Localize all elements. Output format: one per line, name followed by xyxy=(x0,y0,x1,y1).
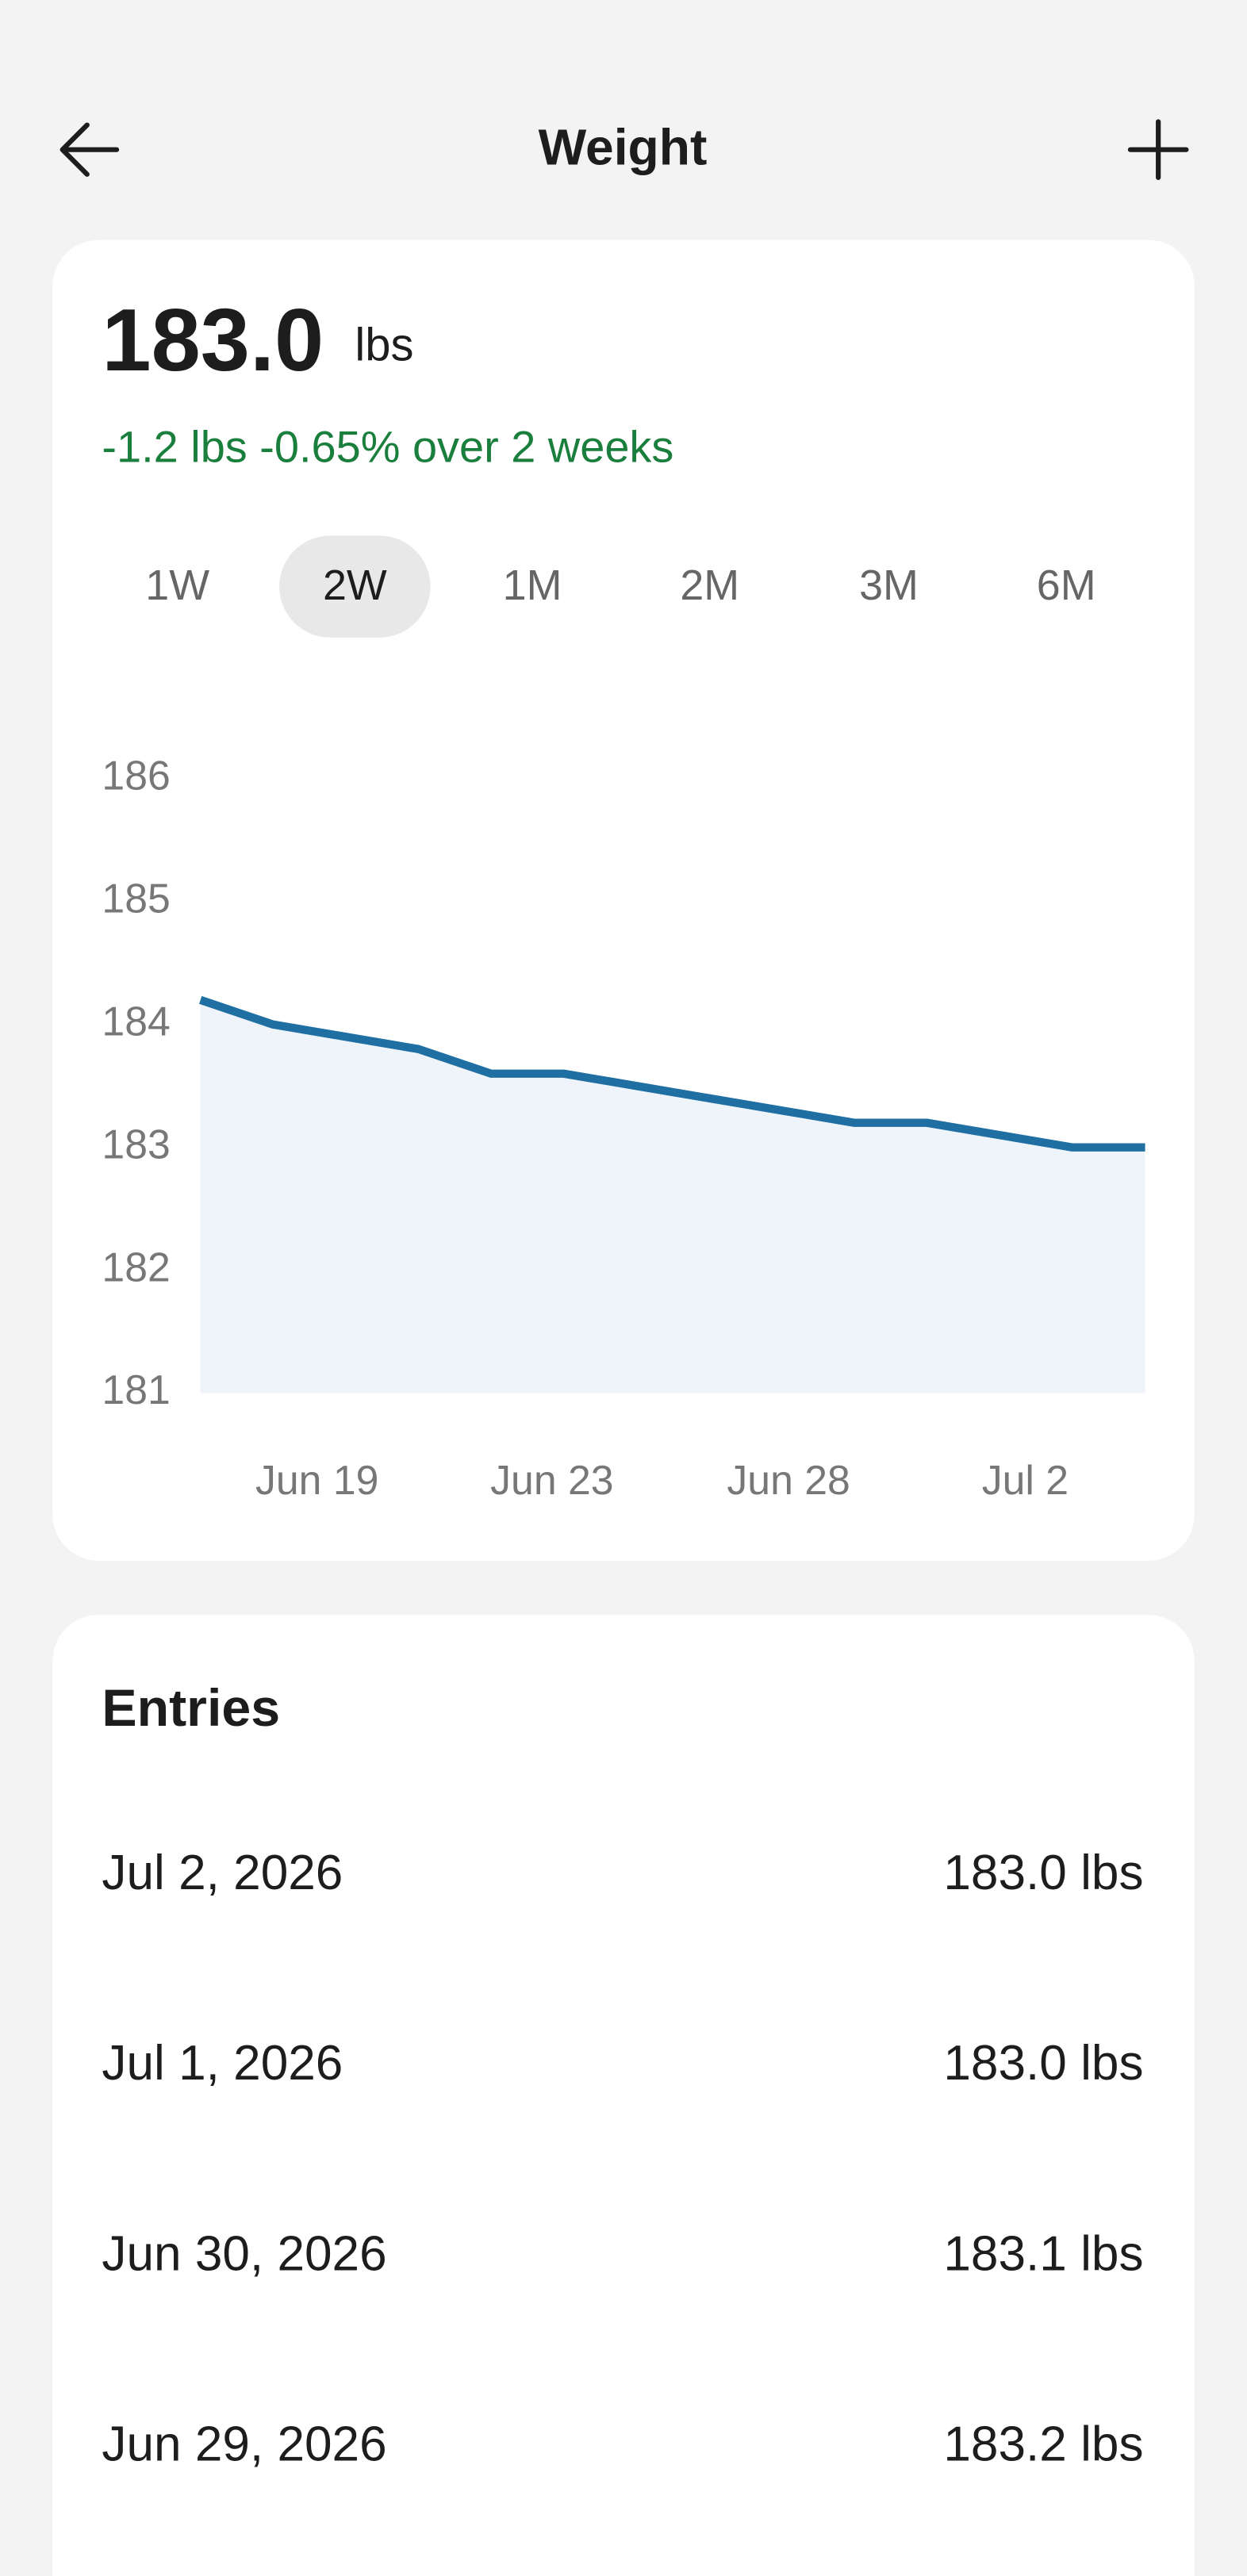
tab-label: 2W xyxy=(323,562,387,609)
add-button[interactable] xyxy=(1127,119,1189,181)
entry-weight: 183.0 lbs xyxy=(943,1846,1143,1900)
current-weight: 183.0 xyxy=(102,290,324,389)
y-tick-label: 181 xyxy=(102,1367,170,1413)
range-tab[interactable]: 1M xyxy=(503,562,562,609)
entry-row[interactable]: Jun 30, 2026 183.1 lbs xyxy=(102,2226,1143,2281)
weight-change: -1.2 lbs -0.65% over 2 weeks xyxy=(102,421,673,471)
range-tabs: 1W 2W 1M 2M 3M 6M xyxy=(145,535,1096,638)
weight-unit: lbs xyxy=(355,320,413,371)
page-title: Weight xyxy=(539,119,708,176)
entry-date: Jun 29, 2026 xyxy=(102,2417,386,2472)
back-icon xyxy=(59,122,120,177)
entry-date: Jun 30, 2026 xyxy=(102,2226,386,2281)
chart: 181 182 183 184 185 186 Jun 19 Jun 23 Jun 28 Jul … xyxy=(102,753,1145,1503)
y-tick-label: 186 xyxy=(102,753,170,799)
add-icon xyxy=(1127,119,1189,181)
area xyxy=(200,999,1145,1393)
entries-card xyxy=(52,1615,1195,2576)
entry-row[interactable]: Jul 1, 2026 183.0 lbs xyxy=(102,2036,1143,2091)
range-tab[interactable]: 2W xyxy=(279,535,431,638)
back-button[interactable] xyxy=(59,122,120,177)
y-tick-label: 182 xyxy=(102,1244,170,1290)
entry-weight: 183.0 lbs xyxy=(943,2036,1143,2091)
x-tick-label: Jun 19 xyxy=(255,1457,378,1503)
entries-list: Jul 2, 2026 183.0 lbs Jul 1, 2026 183.0 lbs… xyxy=(102,1846,1143,2472)
entry-row[interactable]: Jun 29, 2026 183.2 lbs xyxy=(102,2417,1143,2472)
y-tick-label: 185 xyxy=(102,876,170,922)
entry-row[interactable]: Jul 2, 2026 183.0 lbs xyxy=(102,1846,1143,1900)
tab-label: 1M xyxy=(503,562,562,609)
range-tab[interactable]: 2M xyxy=(680,562,739,609)
y-tick-label: 184 xyxy=(102,998,170,1044)
y-tick-label: 183 xyxy=(102,1121,170,1167)
tab-label: 2M xyxy=(680,562,739,609)
x-tick-label: Jun 28 xyxy=(727,1457,850,1503)
tab-label: 3M xyxy=(859,562,919,609)
line xyxy=(199,995,1145,1152)
range-tab[interactable]: 1W xyxy=(145,562,209,609)
tab-label: 6M xyxy=(1037,562,1096,609)
entry-date: Jul 2, 2026 xyxy=(102,1846,343,1900)
entry-date: Jul 1, 2026 xyxy=(102,2036,343,2091)
tab-label: 1W xyxy=(145,562,209,609)
x-tick-label: Jun 23 xyxy=(490,1457,613,1503)
tab-highlight xyxy=(279,535,431,638)
entry-weight: 183.1 lbs xyxy=(943,2226,1143,2281)
range-tab[interactable]: 3M xyxy=(859,562,919,609)
range-tab[interactable]: 6M xyxy=(1037,562,1096,609)
entry-weight: 183.2 lbs xyxy=(943,2417,1143,2472)
entries-title: Entries xyxy=(102,1679,280,1738)
x-tick-label: Jul 2 xyxy=(982,1457,1069,1503)
